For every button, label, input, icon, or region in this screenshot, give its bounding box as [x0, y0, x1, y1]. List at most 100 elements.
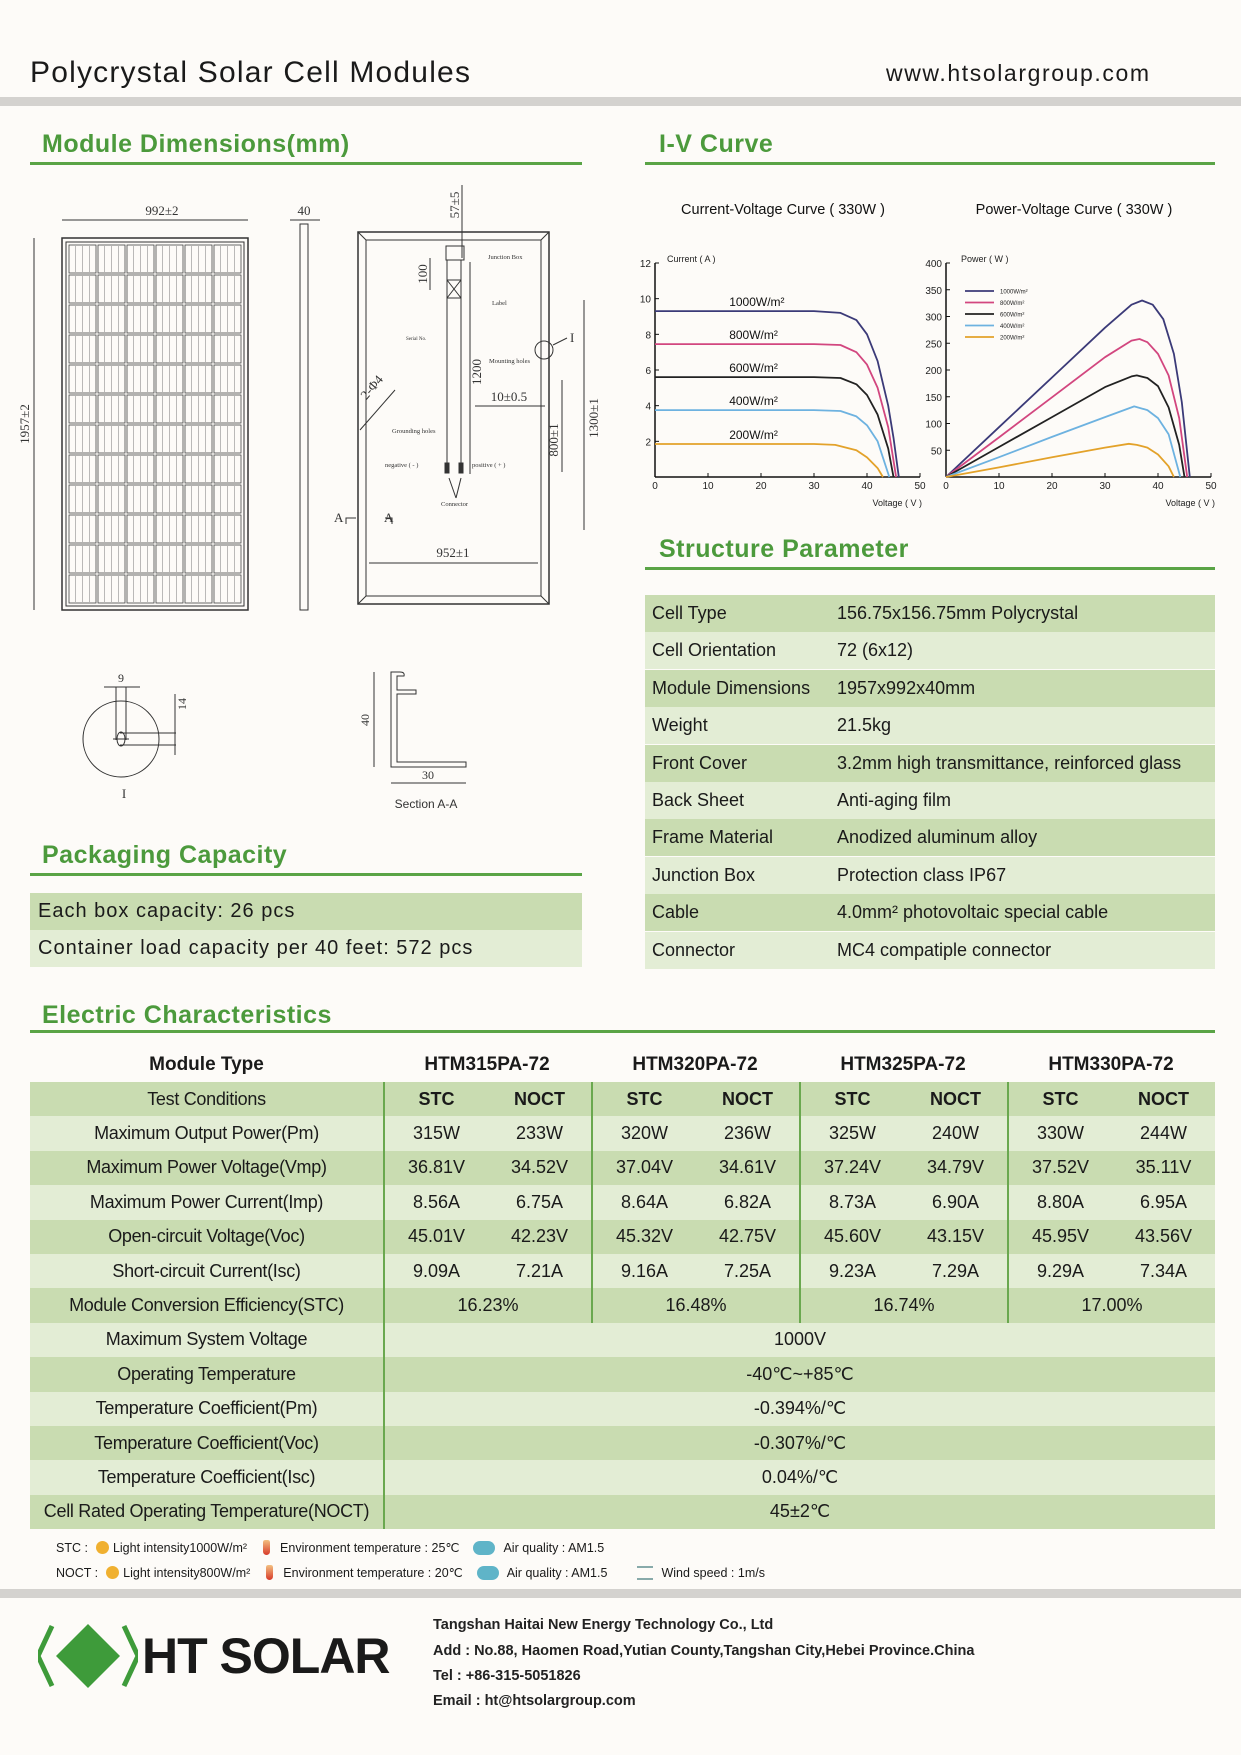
row-label: Maximum Output Power(Pm): [94, 1123, 319, 1144]
structure-row: Cell Type 156.75x156.75mm Polycrystal: [645, 595, 1215, 632]
stc-value: 45.60V: [823, 1226, 882, 1247]
electric-row: Operating Temperature -40℃~+85℃: [30, 1357, 1215, 1392]
electric-row: Cell Rated Operating Temperature(NOCT) 45…: [30, 1494, 1215, 1530]
series-line-2: [655, 376, 895, 478]
solar-cell: [68, 244, 97, 274]
solar-cell: [97, 424, 126, 454]
noct-note: NOCT : Light intensity800W/m² Environmen…: [56, 1565, 765, 1580]
solar-cell: [213, 424, 242, 454]
legend-label: 400W/m²: [1000, 324, 1024, 330]
series-line-0: [945, 299, 1191, 478]
series-line-4: [945, 442, 1175, 478]
structure-label: Cell Type: [652, 603, 727, 623]
curve-label: 800W/m²: [729, 328, 778, 342]
test-conditions-row: Test Conditions STC NOCT STC NOCT STC NOCT STC N…: [30, 1082, 1215, 1117]
stc-note: STC : Light intensity1000W/m² Environmen…: [56, 1540, 604, 1555]
structure-label: Front Cover: [652, 752, 748, 773]
company-tel[interactable]: Tel : +86-315-5051826: [433, 1668, 581, 1684]
footer-divider: [0, 1589, 1241, 1598]
condition-noct: NOCT: [514, 1088, 565, 1109]
noct-value: 7.34A: [1139, 1260, 1188, 1281]
noct-value: 6.90A: [931, 1191, 980, 1212]
sun-icon: [106, 1566, 120, 1579]
grounding-holes-label: Grounding holes: [392, 428, 436, 435]
legend-label: 1000W/m²: [1000, 290, 1028, 296]
page-title: Polycrystal Solar Cell Modules: [30, 56, 472, 89]
electric-row: Temperature Coefficient(Isc) 0.04%/℃: [30, 1460, 1215, 1495]
solar-cell: [155, 424, 184, 454]
structure-value: 1957x992x40mm: [837, 677, 976, 698]
value-group: 330W 244W: [1007, 1116, 1215, 1151]
row-label: Temperature Coefficient(Voc): [94, 1432, 319, 1453]
solar-cell: [126, 454, 155, 484]
noct-value: 7.21A: [515, 1260, 564, 1281]
cloud-icon: [476, 1565, 499, 1580]
structure-value: 21.5kg: [837, 715, 892, 736]
solar-cell: [155, 244, 184, 274]
stc-value: 9.09A: [412, 1260, 461, 1281]
structure-value: 4.0mm² photovoltaic special cable: [837, 902, 1109, 923]
x-tick-label: 0: [652, 481, 658, 492]
structure-row: Cable 4.0mm² photovoltaic special cable: [645, 894, 1215, 932]
solar-cell: [68, 544, 97, 574]
solar-cell: [184, 544, 213, 574]
solar-cell: [184, 304, 213, 334]
solar-cell: [155, 484, 184, 514]
stc-value: 8.56A: [412, 1191, 461, 1212]
x-tick-label: 30: [1099, 481, 1111, 492]
dim-952: 952±1: [436, 545, 469, 560]
section-title-iv-curve: I-V Curve: [659, 130, 774, 158]
solar-cell: [184, 574, 213, 604]
section-underline: [30, 873, 582, 876]
solar-cell: [155, 274, 184, 304]
website-link[interactable]: www.htsolargroup.com: [886, 60, 1151, 86]
efficiency-value: 16.48%: [665, 1295, 727, 1316]
cloud-icon: [473, 1540, 496, 1555]
row-label: Maximum Power Voltage(Vmp): [86, 1157, 327, 1178]
solar-cell: [68, 394, 97, 424]
electric-row: Maximum Power Current(Imp) 8.56A 6.75A 8.64…: [30, 1185, 1215, 1220]
common-value: -0.307%/℃: [383, 1426, 1215, 1461]
row-label: Temperature Coefficient(Isc): [97, 1467, 316, 1488]
solar-cell: [155, 394, 184, 424]
y-tick-label: 350: [925, 286, 942, 297]
y-tick-label: 8: [645, 330, 651, 341]
module-dimension-drawing: 992±2 1957±2 40 Junction Box Label Seria…: [17, 185, 601, 811]
noct-value: 43.56V: [1134, 1226, 1193, 1247]
stc-value: 9.16A: [620, 1260, 669, 1281]
y-tick-label: 300: [925, 313, 942, 324]
solar-cell: [213, 454, 242, 484]
legend-label: 600W/m²: [1000, 313, 1024, 319]
packaging-container-capacity: Container load capacity per 40 feet: 572…: [38, 937, 474, 959]
solar-cell: [155, 364, 184, 394]
electric-row: Maximum Output Power(Pm) 315W 233W 320W 236W…: [30, 1116, 1215, 1151]
x-tick-label: 50: [914, 481, 926, 492]
y-tick-label: 2: [645, 437, 651, 448]
solar-cell: [126, 244, 155, 274]
structure-label: Junction Box: [652, 864, 756, 885]
solar-cell: [184, 244, 213, 274]
efficiency-value: 16.74%: [873, 1295, 935, 1316]
ht-solar-logo-icon: [38, 1624, 138, 1688]
electric-row: Temperature Coefficient(Pm) -0.394%/℃: [30, 1391, 1215, 1426]
section-mark-right: A: [384, 510, 394, 525]
solar-cell: [68, 484, 97, 514]
series-line-0: [655, 310, 900, 478]
condition-stc: STC: [1042, 1088, 1079, 1109]
company-name: Tangshan Haitai New Energy Technology Co…: [433, 1617, 774, 1633]
solar-cell: [68, 424, 97, 454]
solar-cell: [155, 334, 184, 364]
packaging-row: Container load capacity per 40 feet: 572…: [30, 930, 582, 967]
noct-value: 34.61V: [718, 1157, 777, 1178]
noct-value: 7.25A: [723, 1260, 772, 1281]
company-email[interactable]: Email : ht@htsolargroup.com: [433, 1693, 636, 1709]
series-line-1: [655, 343, 897, 478]
dim-1300: 1300±1: [586, 398, 601, 438]
solar-cell: [155, 544, 184, 574]
common-value-text: -0.394%/℃: [753, 1398, 847, 1419]
common-value-text: 45±2℃: [769, 1501, 831, 1522]
value-group: 320W 236W: [591, 1116, 799, 1151]
solar-cell: [213, 484, 242, 514]
stc-value: 330W: [1036, 1123, 1085, 1144]
section-underline: [645, 567, 1215, 570]
